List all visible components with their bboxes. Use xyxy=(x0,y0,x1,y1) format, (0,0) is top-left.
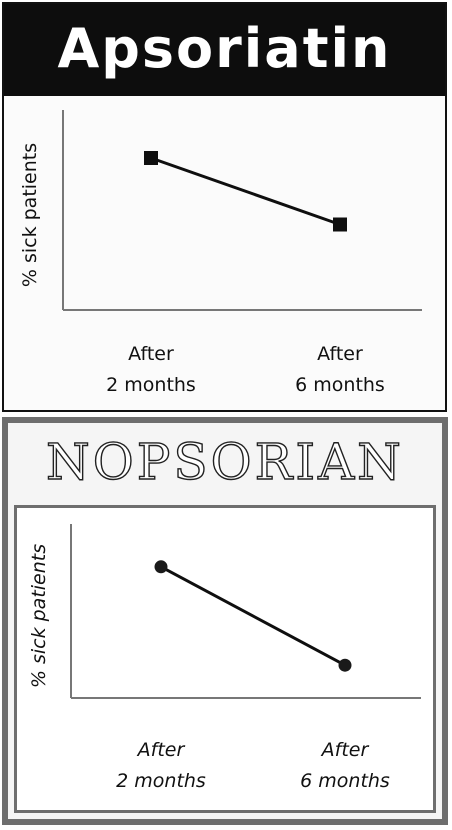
x-tick-label: After 2 months xyxy=(116,739,206,792)
y-axis-label: % sick patients xyxy=(19,143,41,287)
series-line xyxy=(161,567,345,665)
data-point xyxy=(155,560,168,573)
nopsorian-plot-frame: % sick patients After 2 months After 6 month… xyxy=(14,505,436,813)
x-tick-label: After 2 months xyxy=(106,343,196,396)
y-axis-label: % sick patients xyxy=(28,544,50,688)
chart-title: NOPSORIAN xyxy=(8,427,442,497)
series-line xyxy=(151,158,340,225)
x-tick-label: After 6 months xyxy=(295,343,385,396)
nopsorian-panel: NOPSORIAN % sick patients After 2 months Af… xyxy=(2,417,448,825)
apsoriatin-chart: % sick patients After 2 months After 6 month… xyxy=(4,4,445,410)
data-point xyxy=(339,659,352,672)
x-tick-label: After 6 months xyxy=(300,739,390,792)
data-point xyxy=(144,151,158,165)
nopsorian-chart: % sick patients After 2 months After 6 month… xyxy=(17,508,433,810)
apsoriatin-panel: Apsoriatin % sick patients After 2 months A… xyxy=(2,2,447,412)
data-point xyxy=(333,218,347,232)
